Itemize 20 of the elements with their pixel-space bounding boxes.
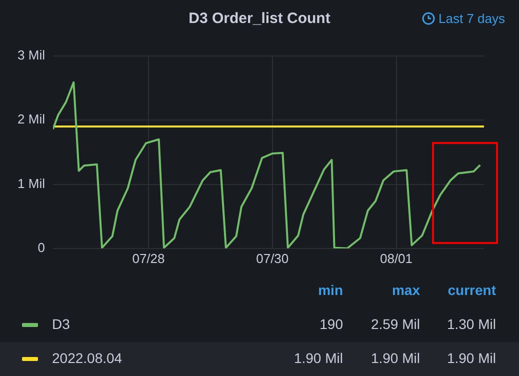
text: 1.90 Mil xyxy=(446,350,496,366)
text: min xyxy=(317,282,343,298)
text: current xyxy=(448,282,496,298)
legend-label: 2022.08.04 xyxy=(52,350,122,366)
x-tick-label: 07/28 xyxy=(132,250,165,266)
y-tick-label: 2 Mil xyxy=(18,112,46,127)
x-tick-label: 08/01 xyxy=(380,250,413,266)
text: 2.59 Mil xyxy=(370,316,420,332)
text: 190 xyxy=(318,316,343,332)
legend-label: D3 xyxy=(52,316,70,332)
y-tick-label: 1 Mil xyxy=(18,176,46,191)
y-tick-label: 0 xyxy=(38,240,45,255)
text: max xyxy=(392,282,420,298)
text: 1.30 Mil xyxy=(446,316,496,332)
chart-title: D3 Order_list Count xyxy=(188,10,330,27)
text: Last 7 days xyxy=(438,11,505,26)
text: 1.90 Mil xyxy=(292,350,343,366)
x-tick-label: 07/30 xyxy=(256,250,289,266)
text: 1.90 Mil xyxy=(370,350,420,366)
y-tick-label: 3 Mil xyxy=(18,48,46,63)
